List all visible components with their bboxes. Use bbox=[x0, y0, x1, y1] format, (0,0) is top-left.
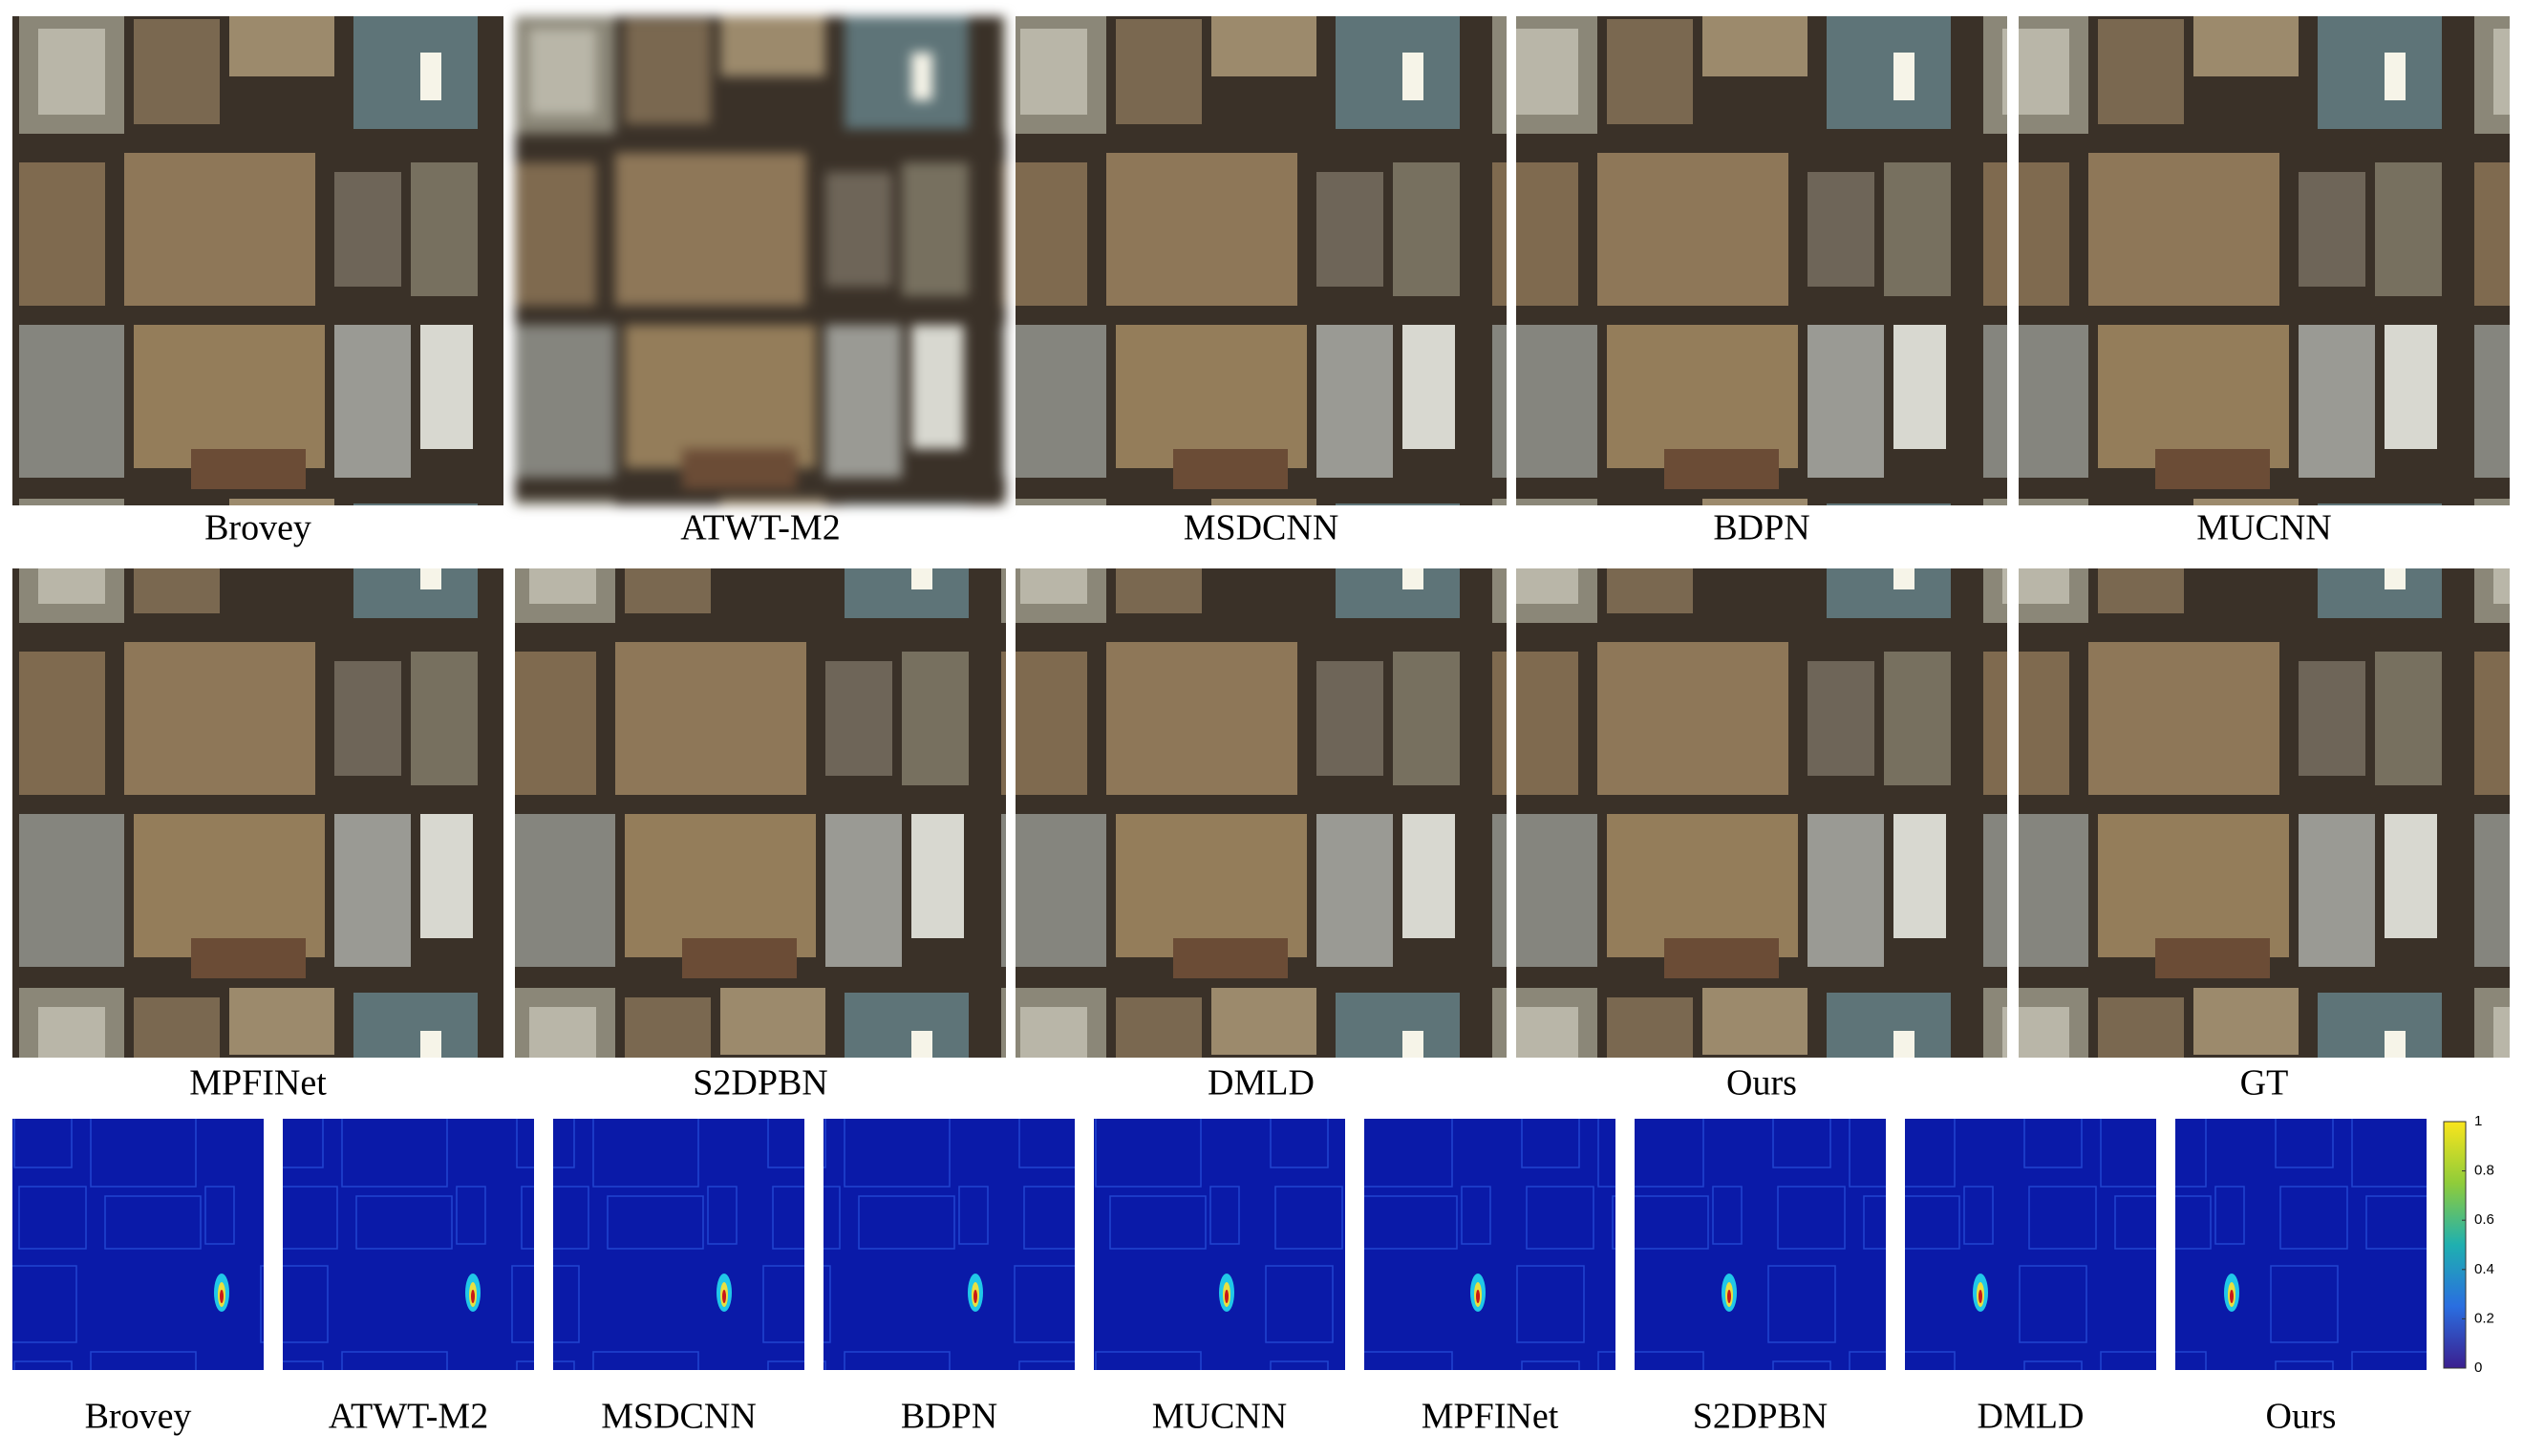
error-map bbox=[12, 1119, 264, 1370]
error-map-label: MUCNN bbox=[1152, 1397, 1287, 1437]
image-label: MSDCNN bbox=[1184, 508, 1339, 548]
image-label: MPFINet bbox=[189, 1063, 327, 1103]
error-map-label: Brovey bbox=[85, 1397, 192, 1437]
error-map-label: BDPN bbox=[901, 1397, 997, 1437]
error-map-label: DMLD bbox=[1978, 1397, 2085, 1437]
error-map bbox=[553, 1119, 804, 1370]
error-map bbox=[824, 1119, 1075, 1370]
error-map bbox=[283, 1119, 534, 1370]
result-image bbox=[12, 568, 503, 1058]
image-label: BDPN bbox=[1713, 508, 1809, 548]
colorbar-tick-label: 1 bbox=[2474, 1113, 2482, 1129]
colorbar-tick-label: 0.8 bbox=[2474, 1163, 2494, 1179]
colorbar-tick-label: 0.6 bbox=[2474, 1211, 2494, 1228]
colorbar-tick-label: 0 bbox=[2474, 1360, 2482, 1376]
result-image bbox=[2019, 16, 2510, 505]
image-label: GT bbox=[2240, 1063, 2289, 1103]
colorbar bbox=[2443, 1121, 2467, 1369]
error-map-label: ATWT-M2 bbox=[329, 1397, 488, 1437]
result-image bbox=[2019, 568, 2510, 1058]
colorbar-tick-label: 0.2 bbox=[2474, 1310, 2494, 1326]
result-image bbox=[1016, 16, 1507, 505]
image-label: MUCNN bbox=[2196, 508, 2331, 548]
colorbar-tick-label: 0.4 bbox=[2474, 1261, 2494, 1277]
result-image bbox=[1516, 568, 2007, 1058]
result-image bbox=[515, 568, 1006, 1058]
error-map-label: MSDCNN bbox=[601, 1397, 757, 1437]
error-map-label: MPFINet bbox=[1422, 1397, 1559, 1437]
image-label: Brovey bbox=[204, 508, 311, 548]
error-map-label: S2DPBN bbox=[1693, 1397, 1829, 1437]
result-image bbox=[12, 16, 503, 505]
error-map bbox=[1094, 1119, 1345, 1370]
image-label: ATWT-M2 bbox=[680, 508, 840, 548]
result-image bbox=[1516, 16, 2007, 505]
error-map bbox=[1905, 1119, 2156, 1370]
error-map bbox=[1364, 1119, 1615, 1370]
error-map bbox=[2175, 1119, 2427, 1370]
result-image bbox=[515, 16, 1006, 505]
image-label: Ours bbox=[1726, 1063, 1797, 1103]
image-label: S2DPBN bbox=[693, 1063, 828, 1103]
error-map-label: Ours bbox=[2266, 1397, 2337, 1437]
error-map bbox=[1635, 1119, 1886, 1370]
image-label: DMLD bbox=[1208, 1063, 1315, 1103]
result-image bbox=[1016, 568, 1507, 1058]
